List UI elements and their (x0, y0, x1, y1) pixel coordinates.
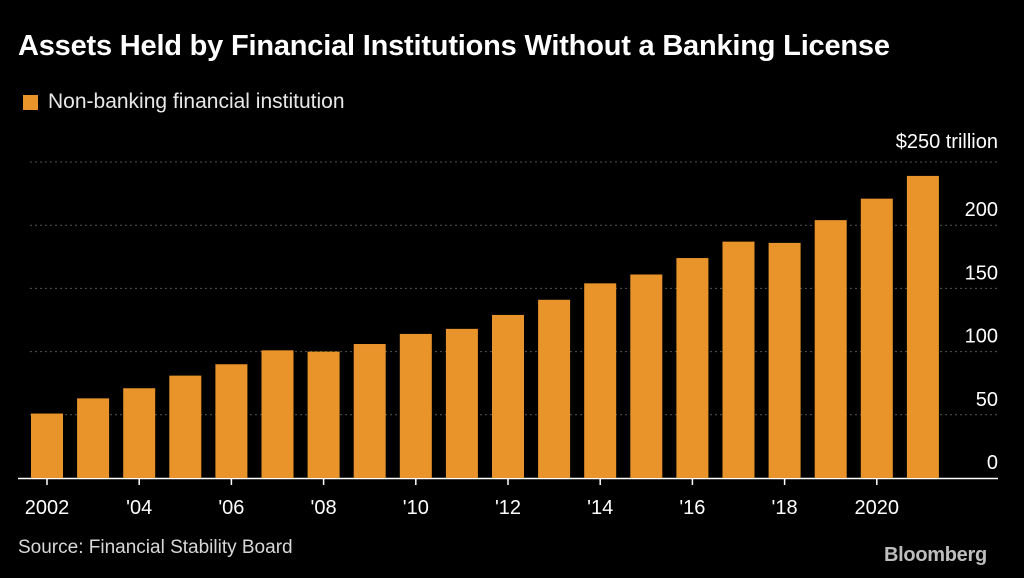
bar-2015 (630, 274, 663, 478)
bars (31, 175, 939, 479)
x-axis-ticks: 2002 '04 '06 '08 '10 '12 '14 '16 '18 2020 (25, 478, 899, 519)
y-tick-label: 50 (976, 389, 998, 411)
y-tick-label: 0 (987, 452, 998, 474)
x-tick-label: '14 (587, 497, 613, 519)
y-tick-label: 100 (965, 326, 998, 348)
bar-2016 (676, 258, 709, 478)
x-tick-label: '18 (772, 497, 798, 519)
bar-2017 (722, 241, 755, 478)
x-tick-label: '06 (218, 497, 244, 519)
bar-2007 (261, 350, 294, 478)
bar-2021 (906, 175, 939, 479)
y-axis-ticks: 0 50 100 150 200 $250 trillion (896, 131, 998, 474)
x-tick-label: '16 (679, 497, 705, 519)
bloomberg-logo: Bloomberg (884, 544, 987, 566)
bar-2004 (123, 388, 156, 478)
bar-2009 (353, 344, 386, 478)
legend-label: Non-banking financial institution (48, 90, 345, 113)
bar-2006 (215, 364, 248, 478)
bar-2011 (445, 328, 478, 478)
bar-2002 (31, 413, 63, 478)
bar-2008 (307, 351, 340, 478)
legend: Non-banking financial institution (23, 90, 345, 114)
bar-2012 (492, 314, 524, 478)
bar-2013 (538, 299, 571, 478)
bar-2010 (399, 333, 432, 478)
bar-2005 (169, 375, 202, 478)
x-tick-label: '04 (126, 497, 152, 519)
legend-swatch (23, 94, 38, 110)
bar-2020 (860, 198, 893, 478)
bar-2019 (814, 220, 847, 479)
source-note: Source: Financial Stability Board (18, 537, 293, 558)
y-unit-label: $250 trillion (896, 131, 998, 153)
y-tick-label: 200 (965, 199, 998, 221)
x-tick-label: '08 (311, 497, 337, 519)
bar-2018 (768, 242, 801, 478)
chart-title: Assets Held by Financial Institutions Wi… (18, 30, 890, 62)
bar-2014 (584, 283, 617, 478)
x-tick-label: '10 (403, 497, 429, 519)
x-tick-label: 2002 (25, 497, 70, 519)
x-tick-label: '12 (495, 497, 521, 519)
y-tick-label: 150 (965, 262, 998, 284)
bar-2003 (77, 398, 110, 478)
x-tick-label: 2020 (855, 497, 900, 519)
